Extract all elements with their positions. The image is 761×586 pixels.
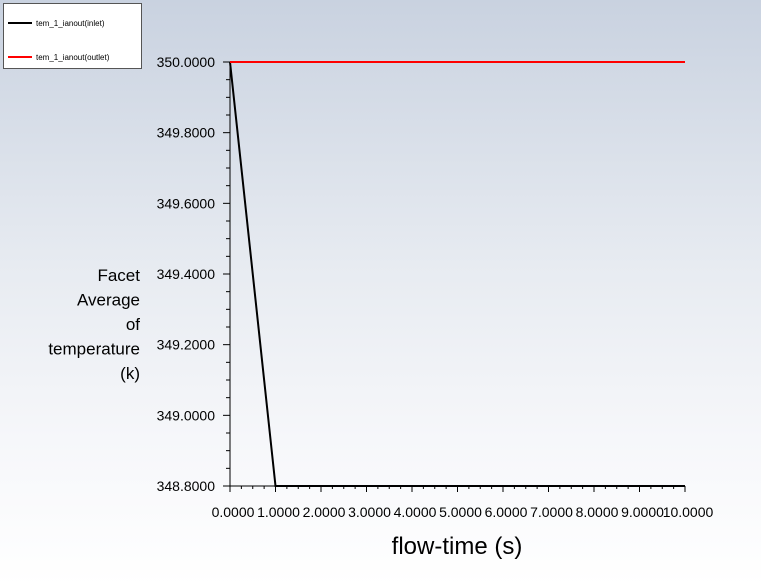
legend-item-inlet: tem_1_ianout(inlet) bbox=[8, 16, 104, 30]
ticks: 348.8000 349.0000 349.2000 349.4000 349.6000… bbox=[157, 54, 714, 520]
legend-label-outlet: tem_1_ianout(outlet) bbox=[36, 52, 110, 62]
series-line-0 bbox=[229, 61, 685, 487]
y-tick-label: 349.8000 bbox=[157, 125, 216, 141]
x-tick-label: 0.0000 bbox=[212, 504, 255, 520]
legend-label-inlet: tem_1_ianout(inlet) bbox=[36, 18, 105, 28]
y-tick-label: 350.0000 bbox=[157, 54, 216, 70]
x-tick-label: 4.0000 bbox=[394, 504, 437, 520]
legend: tem_1_ianout(inlet) tem_1_ianout(outlet) bbox=[3, 3, 142, 69]
x-tick-label: 2.0000 bbox=[303, 504, 346, 520]
y-tick-label: 349.0000 bbox=[157, 407, 216, 423]
series-layer bbox=[229, 61, 685, 487]
x-tick-label: 1.0000 bbox=[257, 504, 300, 520]
x-tick-label: 5.0000 bbox=[439, 504, 482, 520]
y-tick-label: 349.2000 bbox=[157, 337, 216, 353]
y-axis-title-line: Average bbox=[77, 291, 140, 310]
y-axis-title-line: temperature bbox=[48, 340, 140, 359]
axes bbox=[229, 62, 685, 487]
x-tick-label: 9.0000 bbox=[621, 504, 664, 520]
y-axis-title-line: (k) bbox=[120, 364, 140, 383]
legend-swatch-inlet bbox=[8, 22, 32, 24]
legend-swatch-outlet bbox=[8, 56, 32, 58]
y-tick-label: 349.4000 bbox=[157, 266, 216, 282]
x-tick-label: 7.0000 bbox=[530, 504, 573, 520]
x-tick-label: 10.0000 bbox=[663, 504, 714, 520]
axis-titles: flow-time (s) Facet Average of temperature (k… bbox=[48, 266, 522, 560]
x-tick-label: 3.0000 bbox=[348, 504, 391, 520]
y-tick-label: 348.8000 bbox=[157, 478, 216, 494]
legend-item-outlet: tem_1_ianout(outlet) bbox=[8, 50, 109, 64]
y-tick-label: 349.6000 bbox=[157, 195, 216, 211]
y-axis-title-line: of bbox=[126, 315, 140, 334]
x-tick-label: 6.0000 bbox=[485, 504, 528, 520]
x-tick-label: 8.0000 bbox=[576, 504, 619, 520]
x-axis-title: flow-time (s) bbox=[392, 533, 523, 560]
y-axis-title-line: Facet bbox=[97, 266, 140, 285]
